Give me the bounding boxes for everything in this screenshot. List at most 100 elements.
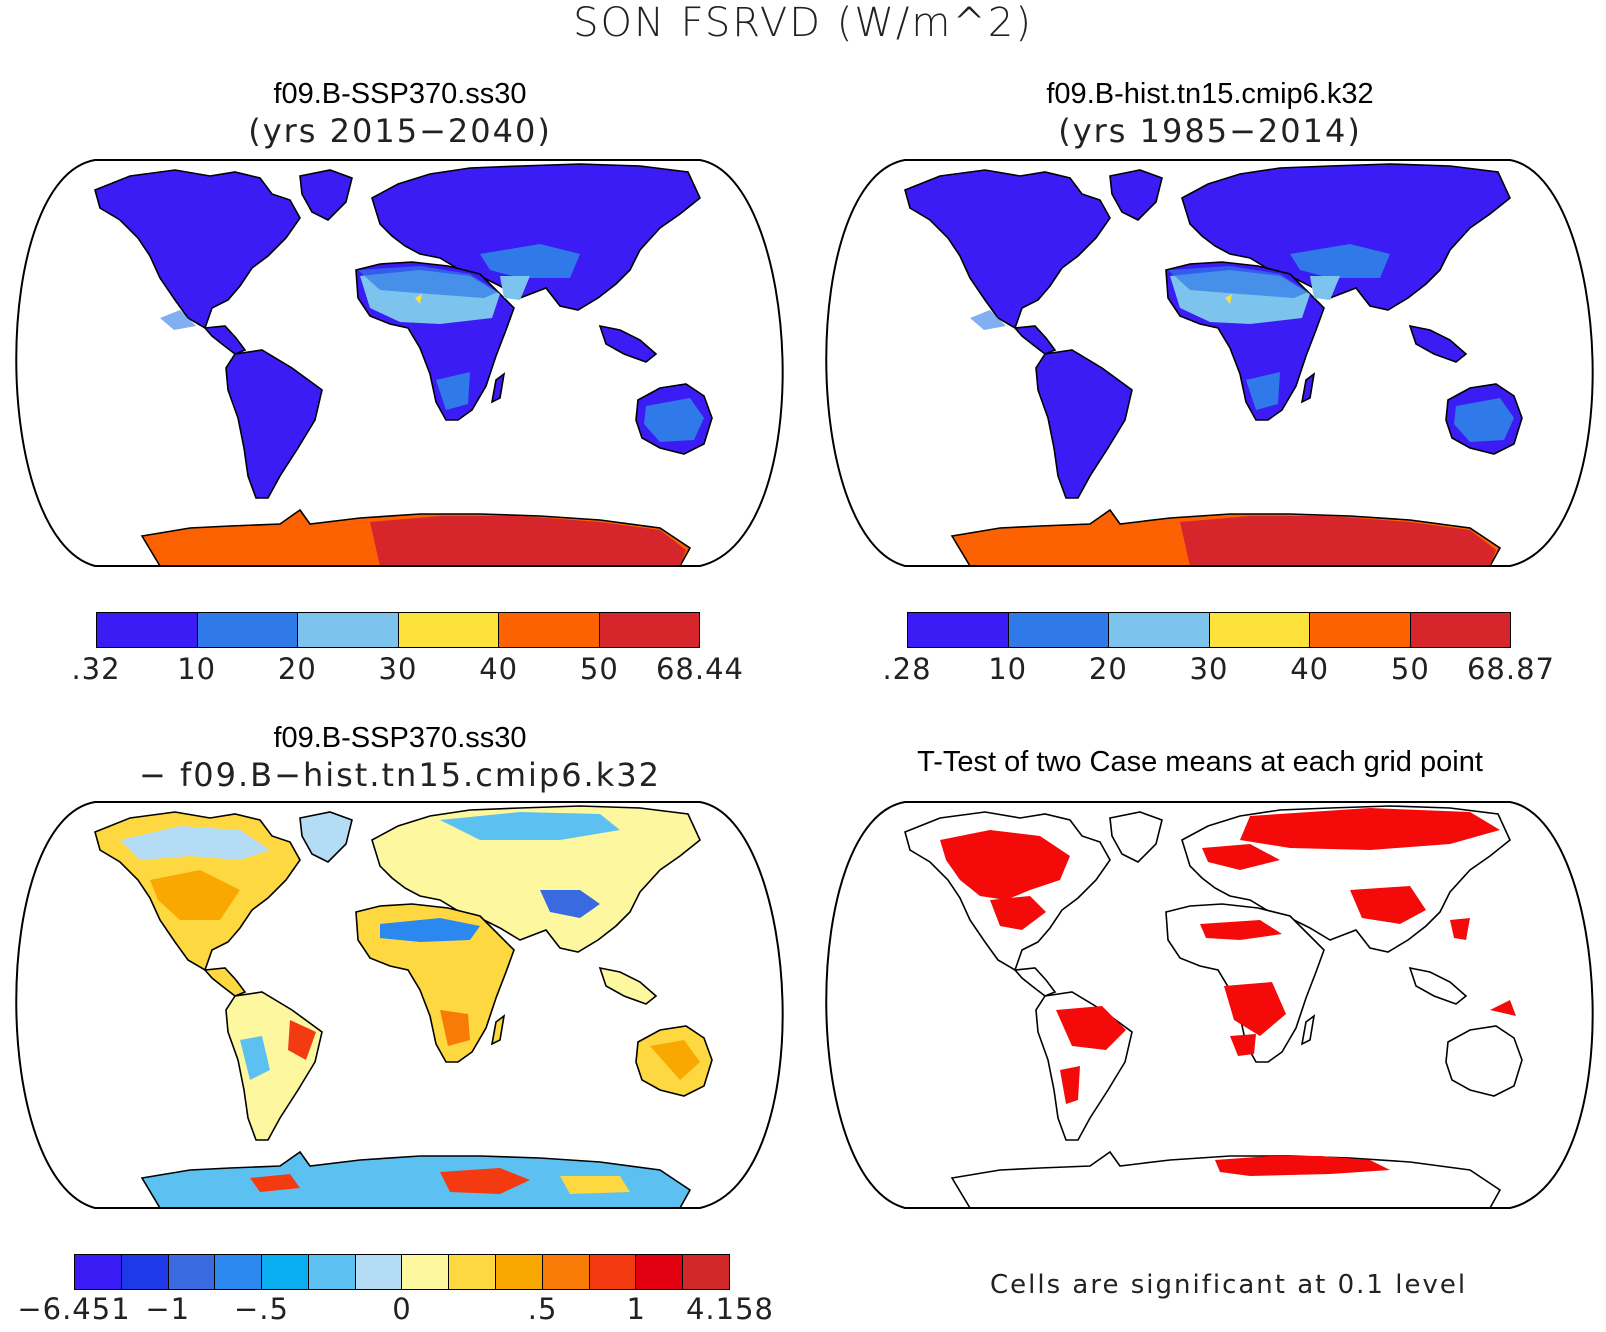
madagascar-landmass: [1300, 1014, 1316, 1046]
na-landmass: [94, 169, 301, 330]
colorbar-segment: [1209, 613, 1310, 647]
colorbar-segment: [262, 1255, 309, 1289]
panel1-colorbar-labels: .32 10 20 30 40 50 68.44: [71, 652, 743, 692]
colorbar-tick-label: .28: [882, 652, 932, 686]
andes-region: [240, 1036, 270, 1080]
arabia-region: [1310, 276, 1340, 300]
colorbar-segment: [589, 1255, 637, 1289]
sahara-hotspot: [1225, 294, 1232, 304]
significant-region: [990, 896, 1046, 930]
colorbar-tick-label: 40: [479, 652, 519, 686]
panel2-title: f09.B-hist.tn15.cmip6.k32: [1046, 78, 1374, 110]
colorbar-segment: [75, 1255, 122, 1289]
colorbar-segment: [402, 1255, 450, 1289]
colorbar-tick-label: 40: [1290, 652, 1330, 686]
significant-region: [1230, 1034, 1256, 1056]
significant-region: [940, 830, 1070, 900]
map-border: [15, 159, 784, 567]
map-body: [826, 160, 1593, 566]
panel2-subtitle: (yrs 1985−2014): [1058, 112, 1362, 150]
colorbar-segment: [1109, 613, 1210, 647]
eurasia-landmass: [1181, 163, 1511, 311]
greenland-landmass: [1109, 169, 1163, 221]
mexico-region: [160, 310, 196, 330]
siberia-region: [440, 812, 620, 840]
colorbar-tick-label: 10: [988, 652, 1028, 686]
colorbar-tick-label: 68.44: [655, 652, 745, 686]
ca-landmass: [1013, 325, 1057, 355]
panel1-title: f09.B-SSP370.ss30: [273, 78, 527, 110]
colorbar-tick-label: 10: [177, 652, 217, 686]
colorbar-tick-label: −1: [145, 1292, 191, 1326]
colorbar-tick-label: 50: [1390, 652, 1430, 686]
sahel-region: [380, 918, 480, 942]
colorbar-tick-label: 30: [378, 652, 418, 686]
greenland-landmass: [299, 169, 353, 221]
australia-interior-region: [650, 1040, 700, 1080]
antarctica-landmass: [140, 1150, 692, 1208]
colorbar-segment: [499, 613, 600, 647]
sa-landmass: [225, 349, 323, 499]
colorbar-tick-label: 68.87: [1466, 652, 1556, 686]
colorbar-segment: [215, 1255, 263, 1289]
panel3-map: [15, 801, 784, 1209]
significant-region: [1202, 844, 1280, 870]
panel2-colorbar-labels: .28 10 20 30 40 50 68.87: [882, 652, 1554, 692]
colorbar-tick-label: −6.451: [17, 1292, 131, 1326]
colorbar-tick-label: 50: [579, 652, 619, 686]
colorbar-segment: [298, 613, 399, 647]
map-body: [16, 160, 783, 566]
colorbar-segment: [683, 1255, 729, 1289]
madagascar-landmass: [490, 372, 506, 404]
madagascar-landmass: [490, 1014, 506, 1046]
southern-africa-region: [440, 1010, 470, 1046]
colorbar-segment: [1008, 613, 1109, 647]
seasia-landmass: [1408, 966, 1468, 1005]
panel1-colorbar: [96, 612, 700, 648]
significant-region: [1240, 808, 1500, 850]
map-border: [15, 801, 784, 1209]
colorbar-tick-label: 20: [277, 652, 317, 686]
usa-region: [150, 870, 240, 920]
seasia-landmass: [598, 324, 658, 363]
north-canada-region: [120, 826, 270, 860]
central-asia-region: [1290, 244, 1390, 278]
colorbar-segment: [908, 613, 1009, 647]
seasia-landmass: [1408, 324, 1468, 363]
significant-region: [1060, 1066, 1080, 1104]
colorbar-tick-label: 0: [392, 1292, 412, 1326]
ca-landmass: [203, 325, 247, 355]
colorbar-tick-label: 20: [1088, 652, 1128, 686]
panel3-title: f09.B-SSP370.ss30: [273, 722, 527, 754]
colorbar-segment: [168, 1255, 216, 1289]
colorbar-segment: [496, 1255, 543, 1289]
colorbar-segment: [542, 1255, 590, 1289]
colorbar-tick-label: .5: [527, 1292, 558, 1326]
figure-title: SON FSRVD (W/m^2): [573, 0, 1033, 46]
australia-landmass: [1445, 1025, 1523, 1097]
colorbar-tick-label: 30: [1189, 652, 1229, 686]
colorbar-tick-label: 1: [626, 1292, 647, 1326]
arabia-region: [500, 276, 530, 300]
antarctica-west-hotspot: [250, 1174, 300, 1192]
map-border: [825, 801, 1594, 1209]
ca-landmass: [203, 967, 247, 997]
colorbar-tick-label: 4.158: [685, 1292, 775, 1326]
panel2-colorbar: [907, 612, 1511, 648]
panel1-map: [15, 159, 784, 567]
greenland-landmass: [299, 811, 353, 863]
sahara-hotspot: [415, 294, 422, 304]
central-asia-region: [480, 244, 580, 278]
colorbar-segment: [1410, 613, 1510, 647]
brazil-region: [288, 1020, 316, 1060]
antarctica-hotspot: [440, 1168, 530, 1194]
panel3-colorbar-labels: −6.451 −1 −.5 0 .5 1 4.158: [17, 1292, 773, 1332]
africa-landmass: [1165, 903, 1325, 1063]
significant-region: [1200, 920, 1282, 940]
colorbar-segment: [1310, 613, 1411, 647]
sa-landmass: [1035, 349, 1133, 499]
africa-landmass: [355, 903, 515, 1063]
greenland-landmass: [1109, 811, 1163, 863]
significant-region: [1490, 1000, 1516, 1016]
significant-region: [1224, 982, 1286, 1036]
